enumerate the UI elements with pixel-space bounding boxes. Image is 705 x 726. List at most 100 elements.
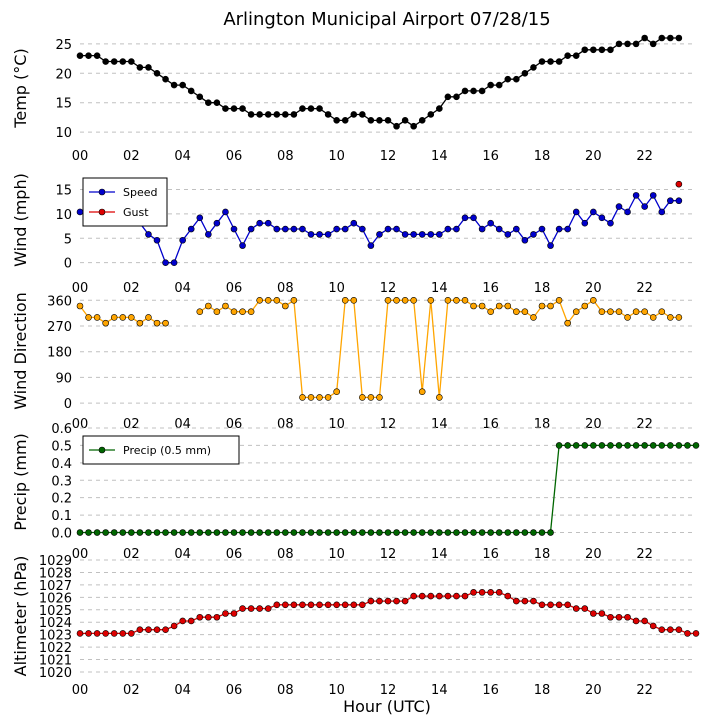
panel-4-xtick-8: 16 [482,683,499,698]
panel-1-legend-box [82,177,168,227]
panel-2-xtick-3: 06 [226,417,243,432]
panel-4-series-0-point [410,592,417,600]
panel-3-legend-box [82,435,240,465]
panel-1-series-0-point [316,231,323,238]
panel-3-series-0-point [384,529,392,536]
panel-0-series-0-point [341,117,349,124]
panel-0-series-0-point [273,111,281,118]
panel-1-series-0-point [222,208,229,216]
panel-1-ytick-2: 10 [55,208,72,223]
panel-2-xtick-7: 14 [431,417,448,432]
panel-3-xtick-4: 08 [277,547,294,562]
panel-1-series-0-point [461,214,469,222]
panel-3-series-0-point [624,442,631,449]
panel-2-series-0-point [667,314,674,321]
panel-0-series-0-point [641,34,648,42]
panel-4: 1020102110221023102410251026102710281029… [11,554,700,698]
panel-3-series-0-point [487,529,494,536]
panel-3-series-0-point [478,529,486,536]
panel-2-series-0-line [79,299,679,399]
panel-3-series-0-point [427,529,435,536]
panel-3-series-0-point [658,442,666,449]
panel-3-series-0-point [136,529,144,536]
panel-0-series-0-point [93,52,101,59]
panel-0-series-0-point [555,58,563,65]
panel-4-series-0-point [641,617,648,625]
panel-0-xtick-8: 16 [482,149,499,164]
panel-2-series-0-point [119,314,127,321]
panel-4-series-0-point [453,592,460,600]
panel-3-series-0-point [530,529,537,536]
panel-2-series-0-point [307,394,315,401]
panel-4-series-0-point [684,630,691,637]
panel-3-series-0-point [187,529,195,536]
panel-4-series-0-point [418,592,426,600]
panel-0-series-0-point [401,117,409,124]
panel-2-series-0-point [273,296,281,304]
panel-2-series-0-point [607,308,614,316]
panel-4-series-0-point [513,597,520,605]
panel-3-xtick-11: 22 [636,547,653,562]
panel-3-series-0-point [547,529,554,536]
panel-3-series-0-point [401,529,409,536]
panel-2-series-0-point [478,302,486,310]
panel-2-series-0-point [145,314,152,321]
panel-2-series-0-point [590,296,597,304]
panel-1-series-0-point [170,259,178,266]
panel-3-ytick-1: 0.1 [51,509,72,524]
panel-0-series-0-point [324,111,332,118]
panel-2-series-0-point [649,314,657,321]
panel-2-series-0-point [401,296,409,304]
panel-1-series-0-point [436,231,443,238]
panel-3-series-0-point [598,442,606,449]
panel-1-series-0-point [444,225,452,233]
panel-3-ylabel: Precip (mm) [11,433,30,531]
panel-4-series-0-point [213,613,221,621]
panel-3-series-0-point [247,529,255,536]
panel-1-xtick-5: 10 [328,281,345,296]
panel-0-series-0-point [598,46,606,54]
panel-0-series-0-point [170,81,178,89]
panel-3-series-0-point [538,529,546,536]
panel-4-series-0-point [273,601,281,609]
panel-2-series-0-point [393,296,400,304]
panel-3-series-0-point [213,529,221,536]
panel-3-series-0-point [102,529,109,536]
panel-4-series-0-point [444,592,452,600]
panel-1-series-0-point [256,219,263,227]
panel-1-series-0-point [530,231,537,238]
panel-4-series-0-point [324,601,332,609]
panel-1-series-0-point [230,225,238,233]
panel-3-series-0-point [367,529,375,536]
panel-2-ytick-0: 0 [64,397,72,412]
panel-2-series-0-point [85,314,92,321]
panel-1-series-0-point [299,225,306,233]
panel-0-xtick-1: 02 [123,149,140,164]
panel-4-series-0-point [658,626,666,633]
panel-1-series-0-point [615,203,623,210]
panel-1-series-0-point [632,192,640,199]
panel-2-series-0-point [316,394,323,401]
panel-0-series-0-point [393,122,400,130]
panel-2-series-0-point [572,308,580,316]
panel-3-series-0-point [461,529,469,536]
panel-4-xtick-7: 14 [431,683,448,698]
panel-3-ytick-2: 0.2 [51,492,72,507]
panel-0-ytick-0: 10 [55,126,72,141]
panel-0-series-0-point [153,69,161,77]
panel-2-series-0-point [256,296,263,304]
panel-1-series-0-point [393,225,400,233]
panel-2-series-0-point [247,308,255,316]
panel-2-series-0-point [324,394,332,401]
panel-2-series-0-point [282,302,289,310]
panel-3-series-0-point [179,529,186,536]
panel-4-series-0-point [247,605,255,612]
panel-3-series-0-point [521,529,529,536]
panel-0-series-0-point [581,46,589,54]
panel-1-series-0-point [521,236,529,244]
panel-3-series-0-point [273,529,281,536]
panel-0-series-0-point [632,40,640,48]
panel-1-series-0-point [196,214,204,222]
panel-3-series-0-point [316,529,323,536]
panel-3-series-0-point [684,442,691,449]
